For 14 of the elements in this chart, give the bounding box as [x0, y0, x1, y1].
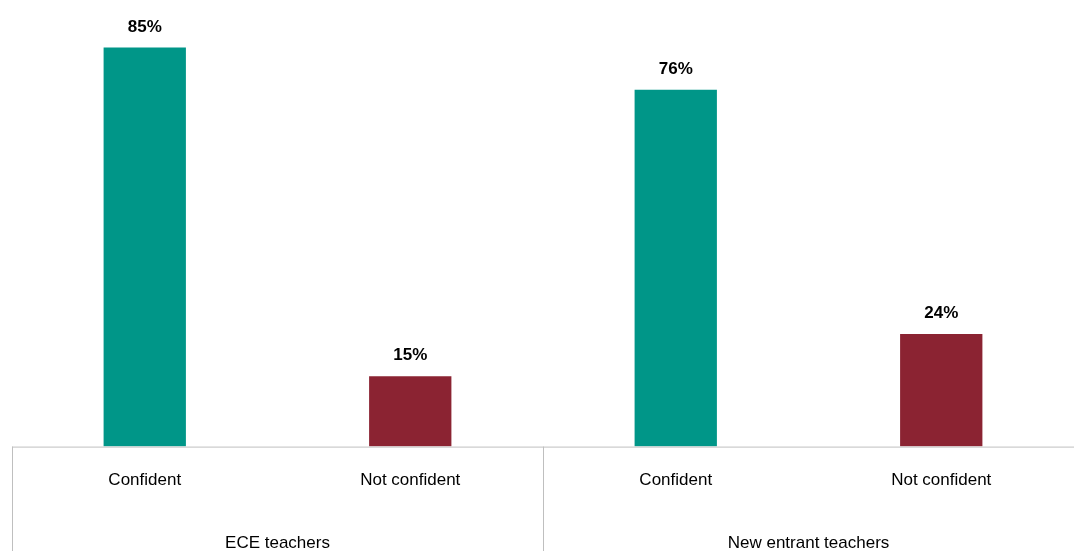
bar	[103, 47, 186, 447]
bar	[900, 333, 983, 447]
data-label: 85%	[127, 16, 162, 36]
data-label: 76%	[658, 58, 693, 78]
bar	[634, 89, 717, 447]
x-tick-label: Confident	[639, 470, 713, 490]
x-tick-label: Not confident	[360, 470, 461, 490]
x-tick-label: Not confident	[891, 470, 992, 490]
text: New entrant teachers	[727, 532, 890, 551]
x-tick-label: Confident	[108, 470, 182, 490]
text: ECE teachers	[225, 532, 330, 551]
bar	[369, 376, 452, 447]
data-label: 24%	[924, 303, 959, 323]
data-label: 15%	[393, 345, 428, 365]
